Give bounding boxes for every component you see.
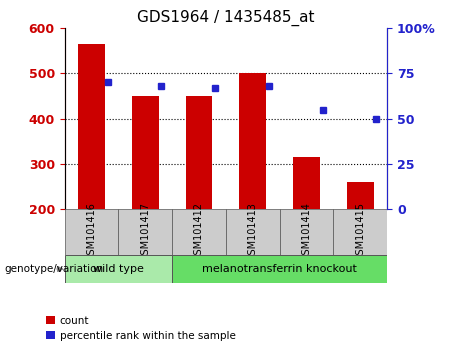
Text: melanotransferrin knockout: melanotransferrin knockout bbox=[202, 264, 357, 274]
Bar bbox=[185, 96, 213, 209]
Text: wild type: wild type bbox=[93, 264, 144, 274]
Bar bbox=[132, 96, 159, 209]
Legend: count, percentile rank within the sample: count, percentile rank within the sample bbox=[42, 312, 240, 345]
Bar bbox=[226, 209, 280, 255]
Bar bbox=[280, 209, 333, 255]
Bar bbox=[65, 255, 172, 283]
Bar bbox=[78, 44, 105, 209]
Text: GSM101416: GSM101416 bbox=[86, 202, 96, 261]
Text: GSM101415: GSM101415 bbox=[355, 202, 366, 261]
Bar bbox=[347, 182, 374, 209]
Text: GSM101417: GSM101417 bbox=[140, 202, 150, 261]
Bar bbox=[172, 255, 387, 283]
Bar bbox=[118, 209, 172, 255]
Text: genotype/variation: genotype/variation bbox=[5, 264, 104, 274]
Bar bbox=[293, 157, 320, 209]
Bar bbox=[333, 209, 387, 255]
Bar bbox=[65, 209, 118, 255]
Text: GSM101414: GSM101414 bbox=[301, 202, 312, 261]
Bar bbox=[172, 209, 226, 255]
Title: GDS1964 / 1435485_at: GDS1964 / 1435485_at bbox=[137, 9, 315, 25]
Text: GSM101412: GSM101412 bbox=[194, 202, 204, 261]
Text: GSM101413: GSM101413 bbox=[248, 202, 258, 261]
Bar bbox=[239, 74, 266, 209]
